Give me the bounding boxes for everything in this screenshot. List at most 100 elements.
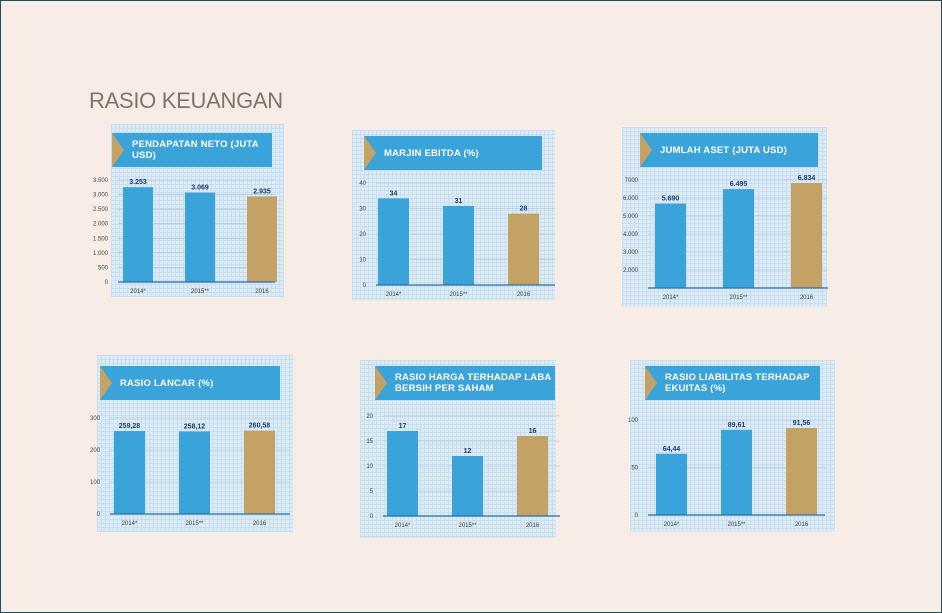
y-tick-label: 0: [363, 283, 367, 289]
bar: [786, 428, 817, 515]
x-tick-label: 2016: [800, 295, 814, 301]
y-tick-label: 2.500: [93, 207, 109, 213]
bar: [791, 182, 822, 288]
y-tick-label: 3.000: [93, 193, 109, 199]
x-tick-label: 2014*: [386, 292, 402, 298]
data-label: 5.690: [662, 196, 680, 203]
data-label: 28: [520, 206, 528, 213]
x-tick-label: 2015**: [449, 292, 468, 298]
y-tick-label: 2.000: [623, 268, 639, 274]
chart-title: PENDAPATAN NETO (JUTA USD): [132, 139, 259, 161]
chart-title: RASIO LANCAR (%): [120, 377, 214, 389]
data-label: 91,56: [793, 420, 811, 427]
y-tick-label: 3.000: [623, 250, 639, 256]
banner-notch-icon: [640, 133, 652, 167]
chart-banner-rasio-liabilitas: RASIO LIABILITAS TERHADAP EKUITAS (%): [645, 366, 820, 400]
y-tick-label: 10: [366, 464, 373, 470]
y-tick-label: 0: [370, 514, 374, 520]
y-tick-label: 5: [370, 489, 374, 495]
chart-banner-marjin-ebitda: MARJIN EBITDA (%): [364, 136, 542, 170]
x-tick-label: 2015**: [727, 522, 746, 528]
banner-notch-icon: [100, 366, 112, 400]
y-tick-label: 100: [90, 480, 101, 486]
y-tick-label: 1.000: [93, 251, 109, 257]
data-label: 3.253: [129, 179, 147, 186]
data-label: 31: [455, 198, 463, 205]
x-tick-label: 2016: [255, 289, 269, 295]
bar: [655, 203, 686, 288]
bar: [508, 213, 539, 285]
y-tick-label: 6.000: [623, 196, 639, 202]
y-tick-label: 20: [359, 232, 366, 238]
data-label: 6.834: [798, 175, 816, 182]
bar: [185, 192, 215, 282]
data-label: 17: [399, 423, 407, 430]
bar-chart-pendapatan-neto: 0 500 1.000 1.500 2.000 2.500 3.000 3.500 3.253 2…: [93, 178, 277, 295]
bar-chart-jumlah-aset: 2.000 3.000 4.000 5.000 6.000 7000 5.690 2014* 6…: [623, 175, 828, 301]
data-label: 6.495: [730, 181, 748, 188]
bar: [179, 431, 210, 514]
bar: [517, 436, 548, 516]
banner-notch-icon: [375, 366, 387, 400]
data-label: 12: [464, 448, 472, 455]
data-label: 260,58: [249, 423, 271, 430]
x-tick-label: 2016: [526, 523, 540, 529]
y-tick-label: 30: [359, 207, 366, 213]
y-tick-label: 0: [635, 513, 639, 519]
y-tick-label: 10: [359, 258, 366, 264]
chart-banner-pendapatan-neto: PENDAPATAN NETO (JUTA USD): [112, 133, 272, 167]
data-label: 89,61: [728, 422, 746, 429]
x-tick-label: 2016: [795, 522, 809, 528]
data-label: 259,28: [119, 423, 141, 430]
bar-chart-rasio-harga: 0 5 10 15 20 17 2014* 12 2015** 16 2016: [366, 414, 560, 529]
bar: [656, 453, 687, 515]
y-tick-label: 3.500: [93, 178, 109, 184]
x-tick-label: 2015**: [729, 295, 748, 301]
chart-title: MARJIN EBITDA (%): [384, 147, 479, 159]
bar: [387, 431, 418, 516]
bar: [723, 189, 754, 288]
x-tick-label: 2016: [253, 521, 267, 527]
data-label: 258,12: [184, 423, 206, 430]
bar-chart-marjin-ebitda: 0 10 20 30 40 34 2014* 31 2015** 28 2016: [359, 181, 555, 298]
y-tick-label: 50: [631, 466, 638, 472]
banner-notch-icon: [112, 133, 124, 167]
chart-banner-rasio-harga: RASIO HARGA TERHADAP LABA BERSIH PER SAH…: [375, 366, 555, 400]
x-tick-label: 2014*: [663, 295, 679, 301]
y-tick-label: 1.500: [93, 236, 109, 242]
y-tick-label: 200: [90, 448, 101, 454]
bar: [721, 429, 752, 515]
bar-chart-rasio-lancar: 0 100 200 300 259,28 2014* 258,12 2015** 260,58 2…: [90, 416, 290, 527]
bar: [114, 431, 145, 514]
bar: [244, 430, 275, 514]
x-tick-label: 2015**: [458, 523, 477, 529]
banner-notch-icon: [364, 136, 376, 170]
chart-title: RASIO LIABILITAS TERHADAP EKUITAS (%): [665, 372, 810, 394]
bar: [452, 456, 483, 516]
x-tick-label: 2014*: [664, 522, 680, 528]
page-title: RASIO KEUANGAN: [89, 88, 283, 113]
bar: [378, 198, 409, 285]
bar: [123, 187, 153, 282]
chart-banner-jumlah-aset: JUMLAH ASET (JUTA USD): [640, 133, 818, 167]
data-label: 16: [529, 428, 537, 435]
y-tick-label: 0: [105, 280, 109, 286]
y-tick-label: 0: [97, 512, 101, 518]
data-label: 3.069: [191, 185, 209, 192]
y-tick-label: 7000: [625, 178, 639, 184]
y-tick-label: 500: [98, 265, 109, 271]
bar: [247, 196, 277, 282]
y-tick-label: 2.000: [93, 222, 109, 228]
bar: [443, 205, 474, 285]
y-tick-label: 5.000: [623, 214, 639, 220]
x-tick-label: 2015**: [185, 521, 204, 527]
data-label: 2.935: [253, 188, 271, 195]
y-tick-label: 15: [366, 439, 373, 445]
banner-notch-icon: [645, 366, 657, 400]
y-tick-label: 40: [359, 181, 366, 187]
chart-title: JUMLAH ASET (JUTA USD): [660, 144, 788, 156]
y-tick-label: 100: [628, 418, 639, 424]
x-tick-label: 2015**: [191, 289, 210, 295]
y-tick-label: 300: [90, 416, 101, 422]
chart-title: RASIO HARGA TERHADAP LABA BERSIH PER SAH…: [395, 372, 552, 394]
